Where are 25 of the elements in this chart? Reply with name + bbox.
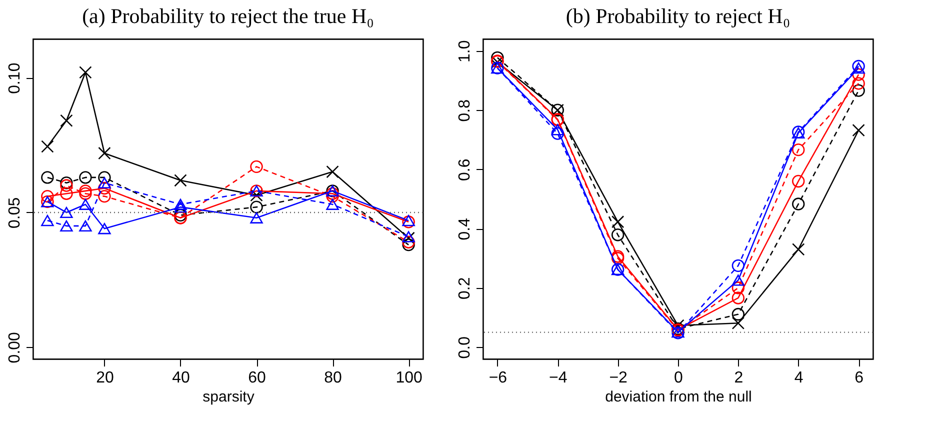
- x-tick-label: −6: [488, 370, 508, 386]
- x-tick-label: 6: [854, 370, 864, 386]
- y-tick-label: 0.2: [456, 277, 474, 300]
- y-tick-label: 0.4: [456, 218, 474, 240]
- x-tick-label: 60: [248, 370, 266, 386]
- y-tick-label: 1.0: [456, 40, 474, 62]
- chart-title: (a) Probability to reject the true H₀: [82, 4, 374, 28]
- y-tick-label: 0.10: [6, 62, 24, 94]
- x-tick-label: 4: [794, 370, 804, 386]
- x-axis-title: sparsity: [202, 388, 255, 406]
- y-tick-label: 0.05: [6, 197, 24, 229]
- x-tick-label: 100: [396, 370, 422, 386]
- y-tick-label: 0.6: [456, 158, 474, 181]
- y-tick-label: 0.0: [456, 336, 474, 359]
- x-axis-title: deviation from the null: [605, 388, 752, 406]
- x-tick-label: 2: [734, 370, 744, 386]
- x-tick-label: 80: [324, 370, 342, 386]
- y-tick-label: 0.8: [456, 99, 474, 122]
- x-tick-label: 40: [172, 370, 190, 386]
- x-tick-label: 0: [674, 370, 684, 386]
- x-tick-label: −4: [549, 370, 568, 386]
- y-tick-label: 0.00: [6, 332, 24, 364]
- chart-title: (b) Probability to reject H₀: [566, 4, 790, 28]
- x-tick-label: 20: [96, 370, 114, 386]
- x-tick-label: −2: [609, 370, 628, 386]
